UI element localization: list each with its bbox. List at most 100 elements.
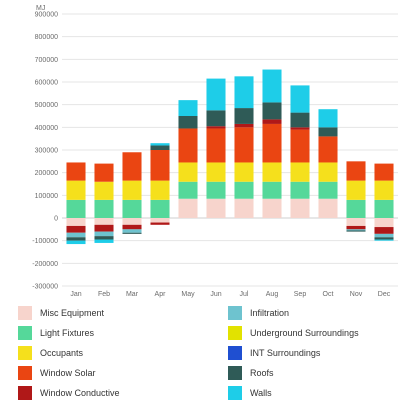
bar-segment xyxy=(346,199,366,218)
y-tick-label: 800000 xyxy=(35,34,58,41)
bar-segment xyxy=(318,181,338,199)
bar-segment xyxy=(318,127,338,137)
bar-segment xyxy=(262,198,282,218)
bar-segment xyxy=(122,180,142,200)
bar-segment xyxy=(178,128,198,163)
legend-item: Infiltration xyxy=(228,305,289,321)
bar-segment xyxy=(234,162,254,182)
bar-segment xyxy=(122,218,142,225)
x-tick-label: Feb xyxy=(98,291,110,298)
legend-swatch xyxy=(228,346,242,360)
legend-label: Misc Equipment xyxy=(40,308,105,318)
bar-segment xyxy=(262,119,282,124)
bar-segment xyxy=(122,152,142,181)
x-tick-label: Aug xyxy=(266,291,279,298)
legend-swatch xyxy=(18,386,32,400)
legend-item: Occupants xyxy=(18,345,83,361)
x-tick-label: Jan xyxy=(70,291,81,298)
bar-segment xyxy=(262,69,282,103)
bar-segment xyxy=(290,129,310,163)
bar-segment xyxy=(318,109,338,128)
bar-segment xyxy=(94,181,114,200)
bar-segment xyxy=(94,218,114,225)
y-tick-label: 500000 xyxy=(35,102,58,109)
bar-segment xyxy=(290,127,310,130)
bar-segment xyxy=(150,145,170,150)
y-tick-label: 600000 xyxy=(35,80,58,87)
bar-segment xyxy=(318,198,338,218)
bar-segment xyxy=(150,218,170,223)
bar-segment xyxy=(94,163,114,182)
bar-segment xyxy=(206,162,226,182)
legend-label: Infiltration xyxy=(250,308,290,318)
bar-segment xyxy=(66,199,86,218)
bar-segment xyxy=(150,180,170,200)
legend-swatch xyxy=(18,306,32,320)
y-unit-label: MJ xyxy=(36,5,45,12)
y-tick-label: -200000 xyxy=(32,261,58,268)
bar-segment xyxy=(346,230,366,232)
y-tick-label: 200000 xyxy=(35,170,58,177)
bar-segment xyxy=(206,78,226,111)
bar-segment xyxy=(178,116,198,129)
gridlines xyxy=(62,13,398,287)
x-tick-label: Nov xyxy=(350,291,363,298)
bar-segment xyxy=(262,123,282,163)
bar-segment xyxy=(206,198,226,218)
bar-segment xyxy=(122,199,142,218)
legend-label: Light Fixtures xyxy=(40,328,95,338)
legend-swatch xyxy=(228,306,242,320)
legend-item: Misc Equipment xyxy=(18,305,104,321)
legend-item: Window Conductive xyxy=(18,385,120,401)
x-tick-label: May xyxy=(181,291,195,298)
legend-item: Walls xyxy=(228,385,272,401)
bar-segment xyxy=(234,181,254,199)
x-tick-label: Jun xyxy=(210,291,221,298)
legend-label: Window Solar xyxy=(40,368,96,378)
legend-swatch xyxy=(228,386,242,400)
x-tick-label: Mar xyxy=(126,291,139,298)
bar-segment xyxy=(150,150,170,181)
legend-item: Window Solar xyxy=(18,365,96,381)
bar-segment xyxy=(66,240,86,245)
legend-label: Occupants xyxy=(40,348,84,358)
bar-segment xyxy=(66,232,86,238)
legend-item: Underground Surroundings xyxy=(228,325,359,341)
y-tick-label: 0 xyxy=(54,216,58,223)
legend-swatch xyxy=(18,326,32,340)
bar-segment xyxy=(150,222,170,225)
bar-segment xyxy=(94,224,114,232)
x-tick-label: Dec xyxy=(378,291,391,298)
legend: Misc Equipment Light Fixtures Occupants Win… xyxy=(0,305,412,415)
bar-segment xyxy=(66,180,86,200)
x-axis-ticks: Jan Feb Mar Apr May Jun Jul Aug Sep Oct Nov Dec xyxy=(70,291,390,298)
bar-segment xyxy=(318,136,338,163)
bar-segment xyxy=(94,231,114,237)
bar-segment xyxy=(290,198,310,218)
legend-item: Roofs xyxy=(228,365,274,381)
bar-segment xyxy=(234,108,254,124)
bar-segment xyxy=(206,110,226,127)
bar-segment xyxy=(150,199,170,218)
bar-segment xyxy=(262,162,282,182)
bar-segment xyxy=(150,143,170,146)
bar-segment xyxy=(374,239,394,241)
legend-swatch xyxy=(228,326,242,340)
y-tick-label: 900000 xyxy=(35,12,58,19)
bar-segment xyxy=(234,123,254,128)
bar-segment xyxy=(346,218,366,226)
y-tick-label: 300000 xyxy=(35,148,58,155)
legend-label: Roofs xyxy=(250,368,274,378)
bar-segment xyxy=(178,181,198,199)
bar-segment xyxy=(346,180,366,200)
bars xyxy=(66,69,394,245)
bar-segment xyxy=(234,127,254,163)
bar-segment xyxy=(290,112,310,128)
legend-item: Light Fixtures xyxy=(18,325,94,341)
y-tick-label: 400000 xyxy=(35,125,58,132)
y-tick-label: -100000 xyxy=(32,238,58,245)
bar-segment xyxy=(346,225,366,230)
bar-segment xyxy=(374,233,394,238)
x-tick-label: Oct xyxy=(323,291,334,298)
legend-swatch xyxy=(18,346,32,360)
